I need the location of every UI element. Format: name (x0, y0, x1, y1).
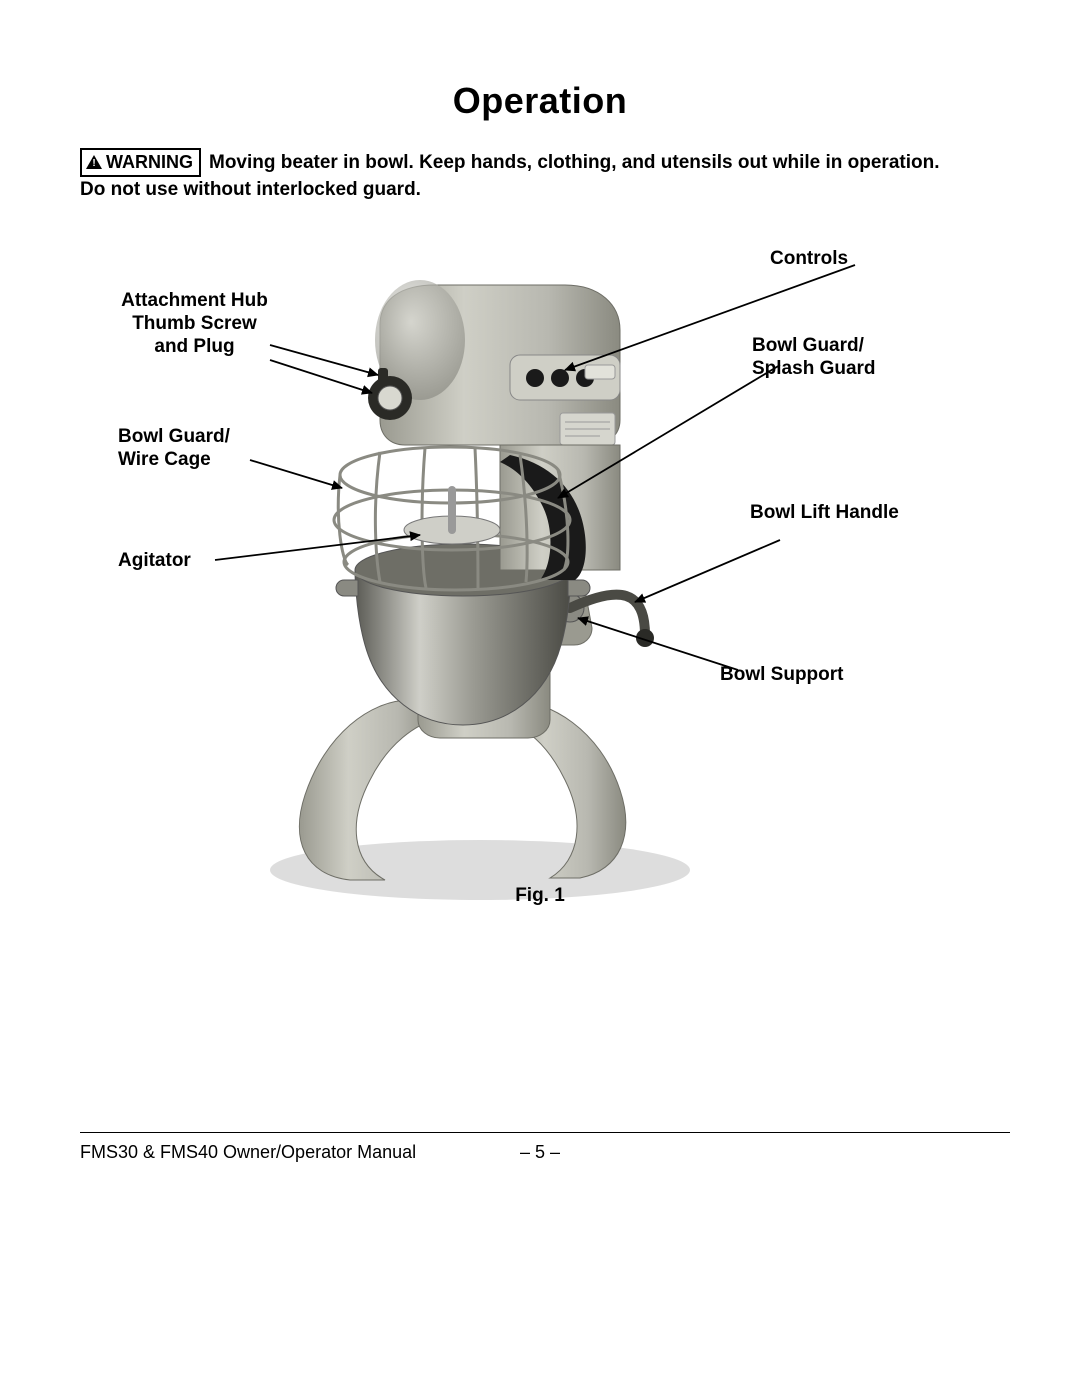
control-dial-2 (551, 369, 569, 387)
warning-line-1: Moving beater in bowl. Keep hands, cloth… (209, 152, 940, 173)
control-dial-1 (526, 369, 544, 387)
warning-badge: WARNING (80, 148, 201, 177)
footer-page-number: – 5 – (0, 1142, 1080, 1163)
page-title: Operation (0, 80, 1080, 122)
callout-bowl-lift: Bowl Lift Handle (750, 502, 899, 525)
callout-attachment-hub-l1: Attachment Hub (121, 290, 268, 311)
callout-wire-cage: Bowl Guard/ Wire Cage (118, 426, 230, 472)
footer-rule (80, 1132, 1010, 1133)
callout-agitator-text: Agitator (118, 550, 191, 571)
page: Operation WARNING Moving beater in bowl.… (0, 0, 1080, 1397)
callout-splash-guard-l1: Bowl Guard/ (752, 335, 864, 356)
figure-area: Controls Attachment Hub Thumb Screw and … (80, 230, 1000, 930)
brand-plate (585, 365, 615, 379)
callout-bowl-lift-text: Bowl Lift Handle (750, 502, 899, 523)
thumb-screw (378, 368, 388, 384)
callout-attachment-hub-l3: and Plug (112, 336, 277, 359)
warning-paragraph: WARNING Moving beater in bowl. Keep hand… (80, 148, 1010, 203)
callout-agitator: Agitator (118, 550, 191, 573)
callout-wire-cage-l2: Wire Cage (118, 449, 230, 472)
callout-controls-text: Controls (770, 248, 848, 269)
callout-attachment-hub: Attachment Hub Thumb Screw and Plug (112, 290, 277, 358)
bowl-ear-right (568, 580, 590, 596)
warning-label: WARNING (106, 152, 193, 172)
callout-splash-guard: Bowl Guard/ Splash Guard (752, 335, 876, 381)
bowl-ear-left (336, 580, 358, 596)
callout-bowl-support-text: Bowl Support (720, 664, 843, 685)
warning-triangle-icon (86, 155, 102, 169)
callout-bowl-support: Bowl Support (720, 664, 843, 687)
callout-controls: Controls (770, 248, 848, 271)
callout-splash-guard-l2: Splash Guard (752, 358, 876, 381)
callout-wire-cage-l1: Bowl Guard/ (118, 426, 230, 447)
figure-caption: Fig. 1 (0, 885, 1080, 907)
callout-attachment-hub-l2: Thumb Screw (112, 313, 277, 336)
warning-line-2: Do not use without interlocked guard. (80, 177, 1010, 203)
